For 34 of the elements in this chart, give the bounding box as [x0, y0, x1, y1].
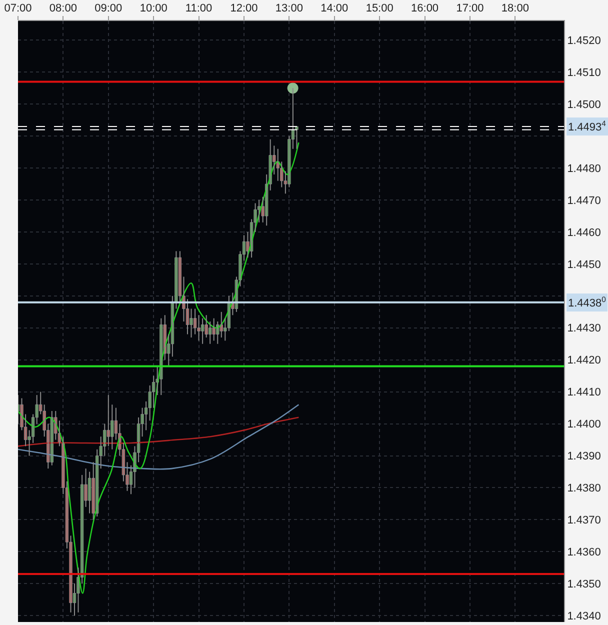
y-tick-label: 1.4480 — [567, 162, 601, 175]
y-tick-label: 1.4500 — [567, 98, 601, 111]
x-tick-label: 14:00 — [320, 2, 348, 15]
x-tick-label: 15:00 — [366, 2, 394, 15]
y-tick-label: 1.4410 — [567, 386, 601, 399]
x-tick-label: 18:00 — [501, 2, 529, 15]
x-tick-label: 09:00 — [94, 2, 122, 15]
y-tick-label: 1.4450 — [567, 258, 601, 271]
x-tick-label: 12:00 — [230, 2, 258, 15]
line-series — [18, 404, 300, 470]
y-tick-label: 1.4420 — [567, 354, 601, 367]
ref-line-label: 1.4493$^{4}$ — [568, 119, 607, 134]
x-tick-label: 16:00 — [411, 2, 439, 15]
y-tick-label: 1.4350 — [567, 578, 601, 590]
x-tick-label: 11:00 — [185, 2, 212, 15]
y-tick-label: 1.4360 — [567, 546, 601, 559]
y-tick-label: 1.4470 — [567, 194, 601, 207]
y-tick-label: 1.4430 — [567, 322, 601, 335]
x-tick-label: 07:00 — [4, 2, 32, 15]
y-tick-label: 1.4340 — [567, 610, 601, 622]
y-tick-label: 1.4390 — [567, 450, 601, 463]
line-series — [18, 142, 300, 594]
y-tick-label: 1.4520 — [567, 35, 601, 48]
x-tick-label: 10:00 — [140, 2, 168, 15]
y-tick-label: 1.4380 — [567, 482, 601, 495]
line-series — [18, 416, 300, 447]
y-tick-label: 1.4370 — [567, 514, 601, 527]
y-tick-label: 1.4400 — [567, 418, 601, 431]
x-tick-label: 17:00 — [456, 2, 484, 15]
y-tick-label: 1.4460 — [567, 226, 601, 239]
ref-line-label: 1.4438$^{0}$ — [568, 295, 606, 310]
x-tick-label: 13:00 — [275, 2, 303, 15]
y-tick-label: 1.4510 — [567, 67, 601, 79]
x-tick-label: 08:00 — [49, 2, 77, 15]
